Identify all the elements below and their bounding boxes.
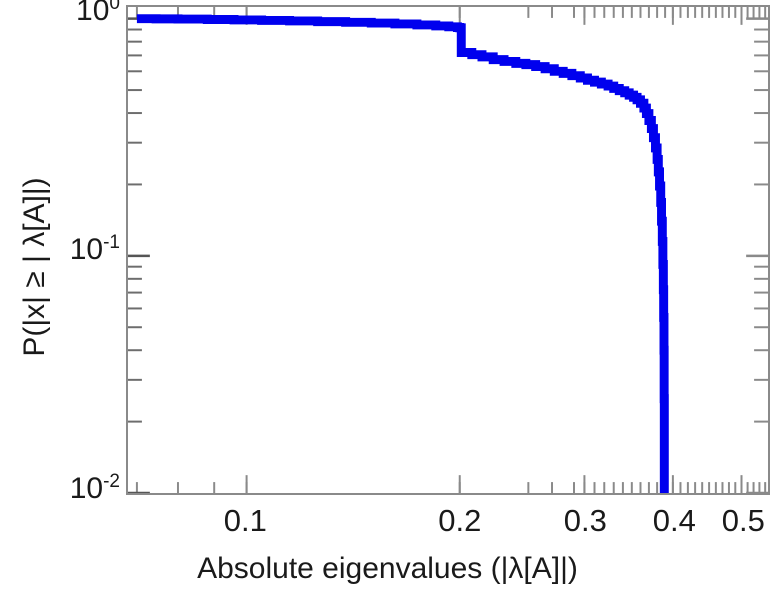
y-tick-exponent: -1: [103, 231, 120, 253]
y-tick-mantissa: 10: [76, 0, 110, 27]
y-axis-major-ticks: [128, 17, 768, 493]
y-tick-label: 100: [76, 0, 120, 26]
y-tick-mantissa: 10: [69, 472, 104, 505]
x-tick-label: 0.1: [223, 503, 267, 538]
y-tick-exponent: 0: [109, 0, 120, 14]
plot-canvas: [128, 7, 768, 493]
y-axis-tick-labels: 100 10-1 10-2: [0, 0, 120, 600]
x-tick-label: 0.4: [652, 503, 696, 538]
y-tick-label: 10-1: [69, 231, 120, 266]
y-tick-exponent: -2: [103, 471, 120, 492]
x-axis-minor-ticks: [135, 7, 767, 493]
x-tick-label: 0.2: [438, 503, 482, 538]
y-axis-title: P(|x| ≥ | λ[A]|): [18, 177, 51, 357]
ccdf-data-curve: [136, 14, 669, 493]
x-tick-label: 0.3: [563, 503, 607, 538]
plot-area: [126, 5, 770, 495]
y-tick-mantissa: 10: [69, 232, 104, 266]
x-tick-label: 0.5: [721, 503, 765, 538]
x-axis-title: Absolute eigenvalues (|λ[A]|): [197, 552, 578, 585]
y-axis-minor-ticks: [128, 28, 768, 423]
y-tick-label: 10-2: [69, 471, 120, 505]
